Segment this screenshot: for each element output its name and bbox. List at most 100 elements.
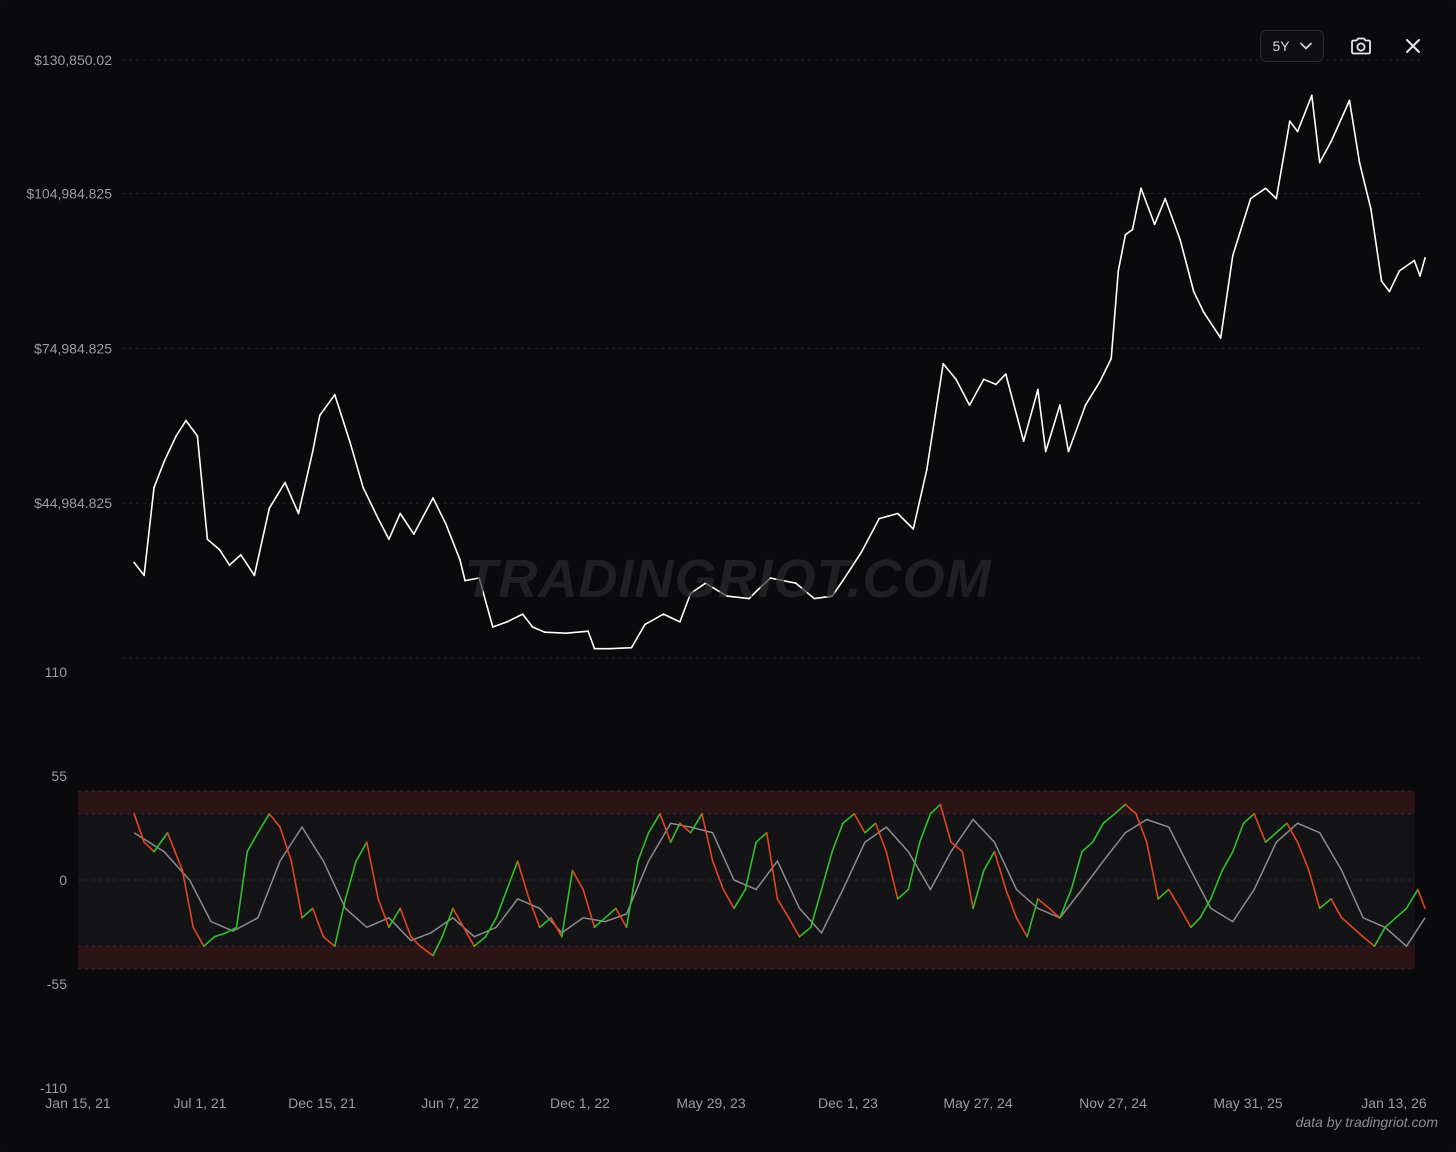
oscillator-segment: [333, 898, 347, 947]
price-point: [769, 577, 772, 579]
oscillator-segment: [1209, 869, 1223, 900]
price-point: [1296, 130, 1299, 133]
oscillator-segment: [604, 907, 617, 919]
oscillator-segment: [1351, 926, 1364, 938]
oscillator-segment: [950, 841, 964, 853]
oscillator-segment: [1221, 850, 1234, 872]
price-point: [228, 564, 231, 566]
oscillator-segment: [192, 926, 205, 947]
price-point: [1288, 120, 1291, 123]
range-select[interactable]: 5Y: [1260, 30, 1324, 62]
oscillator-segment: [744, 841, 757, 891]
oscillator-segment: [1048, 907, 1061, 919]
oscillator-segment: [669, 822, 681, 843]
oscillator-segment: [918, 813, 932, 843]
price-point: [543, 631, 546, 634]
price-grid: [122, 59, 1420, 659]
oscillator-segment: [1124, 803, 1137, 815]
price-point: [1153, 223, 1156, 226]
oscillator-segment: [484, 917, 498, 938]
oscillator-segment: [1286, 822, 1299, 843]
signal-line: [133, 818, 1426, 948]
oscillator-segment: [637, 831, 650, 862]
oscillator-segment: [311, 907, 325, 938]
oscillator-segment: [1070, 850, 1083, 891]
oscillator-segment: [1275, 822, 1288, 834]
price-point: [163, 460, 165, 463]
price-point: [689, 592, 692, 595]
price-point: [795, 582, 797, 585]
x-axis: Jan 15, 21 Jul 1, 21 Dec 15, 21 Jun 7, 22 De…: [45, 1095, 1427, 1111]
oscillator-segment: [1417, 888, 1426, 910]
price-point: [491, 626, 494, 628]
price-point: [175, 435, 177, 437]
price-point: [644, 623, 646, 626]
price-tick-label: $44,984.825: [34, 495, 112, 511]
x-tick-label: Jun 7, 22: [421, 1095, 479, 1111]
price-point: [630, 646, 633, 649]
price-line: [133, 94, 1426, 650]
oscillator-segment: [1190, 917, 1201, 929]
price-point: [1022, 440, 1025, 443]
price-point: [955, 378, 957, 381]
oscillator-segment: [798, 926, 812, 938]
x-tick-label: May 31, 25: [1213, 1095, 1282, 1111]
oscillator-segment: [929, 803, 942, 815]
oscillator-segment: [582, 888, 596, 929]
oscillator-segment: [1362, 935, 1376, 947]
close-icon: [1406, 39, 1420, 53]
x-tick-label: Jan 15, 21: [45, 1095, 111, 1111]
price-point: [831, 595, 834, 597]
oscillator-segment: [787, 917, 801, 938]
price-point: [444, 522, 447, 525]
oscillator-segment: [153, 831, 169, 853]
price-point: [1036, 388, 1039, 391]
price-point: [1110, 357, 1113, 360]
oscillator-segment: [907, 841, 921, 891]
oscillator-segment: [344, 860, 357, 900]
oscillator-segment: [1005, 888, 1018, 919]
oscillator-segment: [810, 888, 823, 929]
price-point: [1310, 94, 1313, 97]
price-point: [1192, 290, 1195, 293]
x-tick-label: Dec 1, 22: [550, 1095, 610, 1111]
price-point: [942, 362, 945, 365]
camera-icon: [1351, 37, 1371, 55]
oscillator-segment: [842, 813, 856, 825]
oscillator-segment: [1253, 813, 1267, 843]
oscillator-segment: [560, 869, 574, 938]
oscillator-segment: [679, 822, 692, 834]
price-point: [153, 486, 155, 489]
price-point: [318, 414, 321, 417]
oscillator-segment: [1340, 917, 1354, 929]
oscillator-segment: [473, 935, 487, 947]
price-point: [464, 579, 466, 582]
close-button[interactable]: [1398, 31, 1428, 61]
oscillator-segment: [235, 850, 249, 929]
price-point: [565, 632, 567, 635]
oscillator-segment: [1081, 841, 1094, 853]
oscillator-segment: [1037, 898, 1051, 910]
price-point: [1275, 197, 1278, 200]
range-label: 5Y: [1272, 38, 1290, 54]
price-point: [143, 574, 145, 577]
oscillator-segment: [722, 888, 735, 910]
oscillator-segment: [143, 841, 155, 853]
price-point: [1098, 380, 1101, 383]
oscillator-segment: [1157, 888, 1170, 900]
price-point: [239, 553, 242, 556]
price-point: [1059, 404, 1061, 406]
price-point: [1067, 450, 1070, 453]
oscillator-segment: [1264, 831, 1278, 843]
oscillator-segment: [733, 888, 747, 910]
price-point: [587, 630, 590, 633]
oscillator-segment: [1242, 813, 1255, 825]
price-point: [333, 393, 336, 396]
price-point: [860, 551, 863, 554]
oscillator-segment: [388, 907, 402, 929]
oscillator-segment: [213, 932, 227, 938]
camera-button[interactable]: [1346, 31, 1376, 61]
oscillator-segment: [972, 869, 985, 910]
oscillator-tick-label: 110: [45, 664, 68, 680]
